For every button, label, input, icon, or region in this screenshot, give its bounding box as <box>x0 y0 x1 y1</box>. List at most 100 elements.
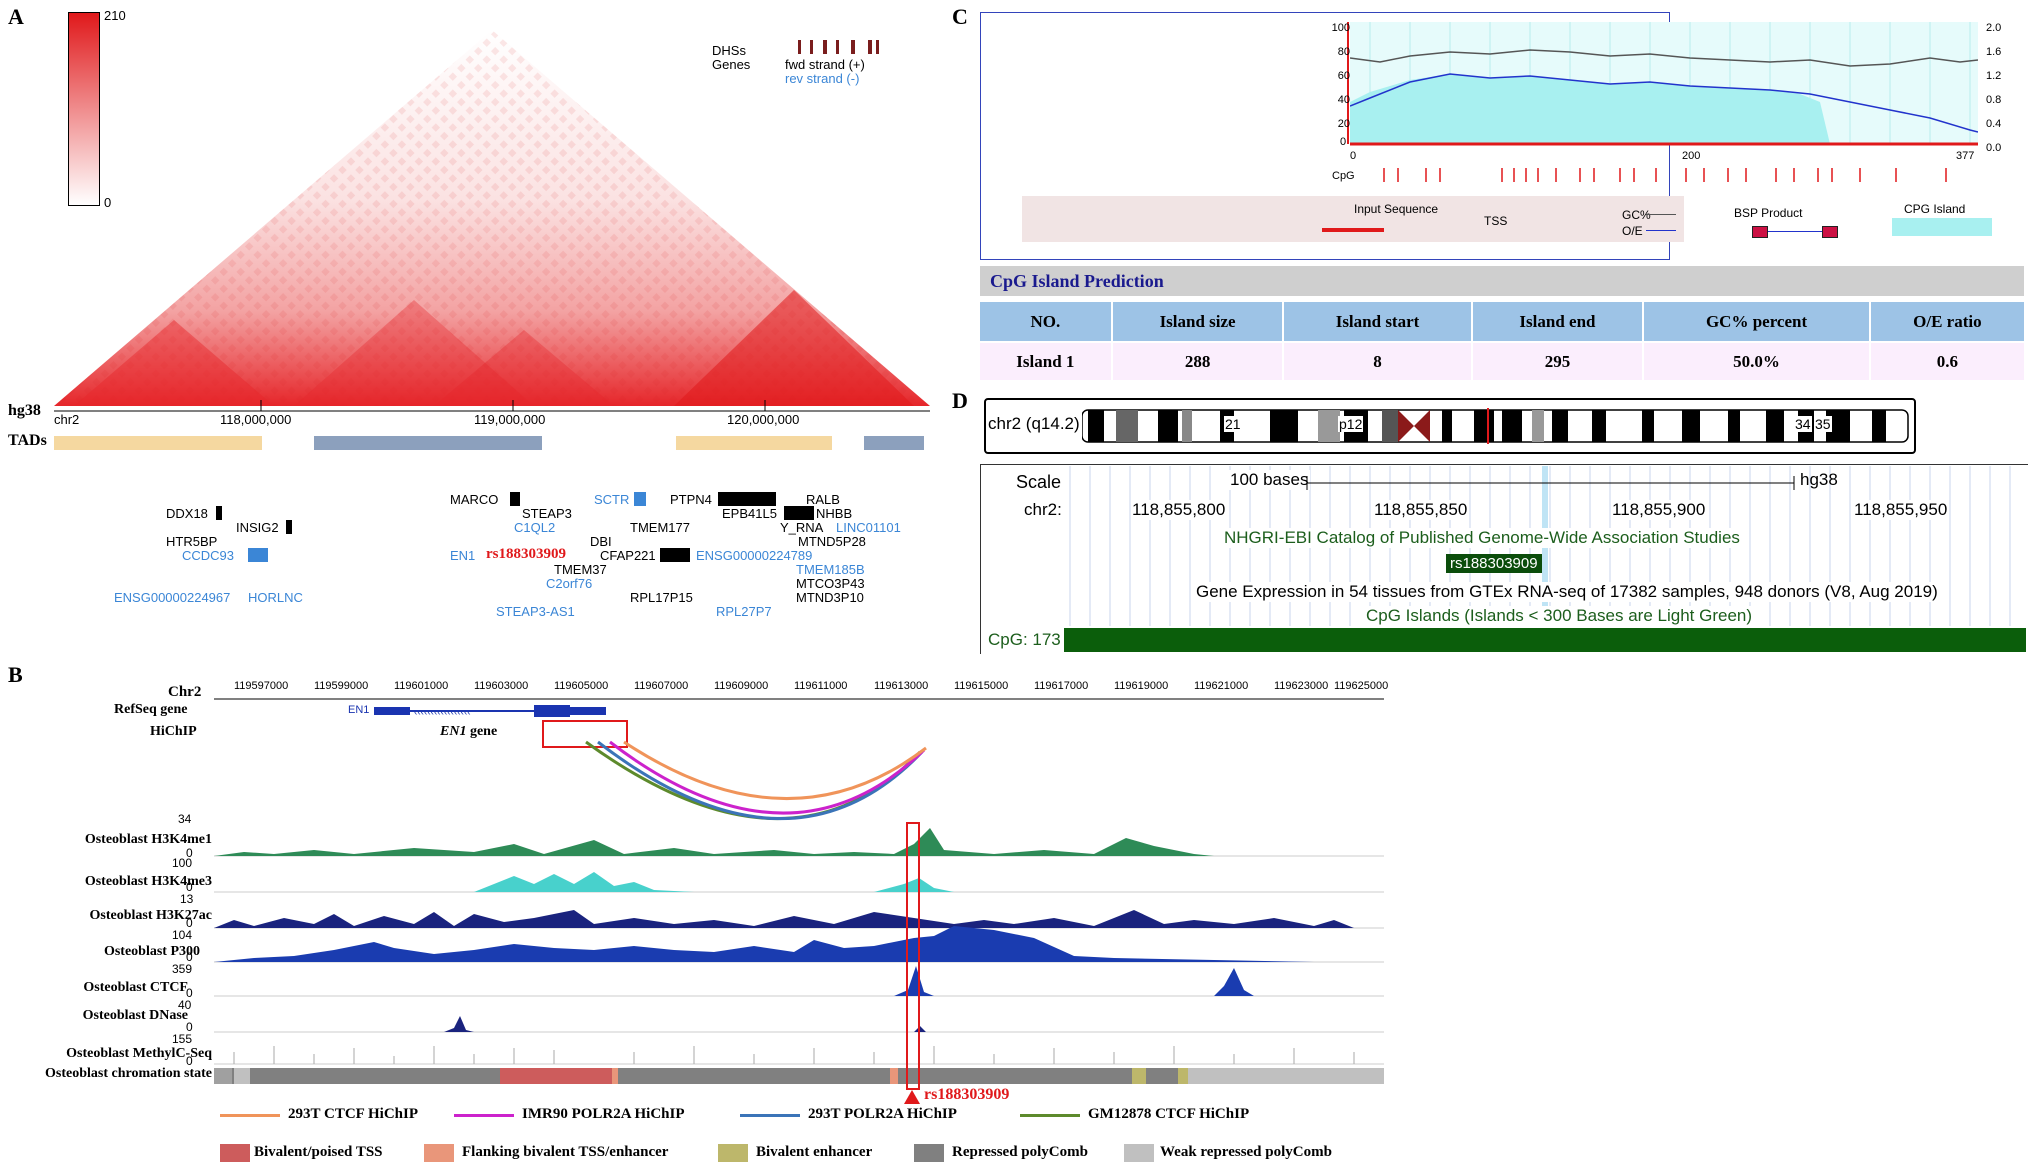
c-y-left-20: 20 <box>1337 118 1350 130</box>
tads-label: TADs <box>8 432 47 449</box>
c-y-right-16: 1.6 <box>1986 46 2002 58</box>
legend-labels: DHSs Genes <box>712 44 750 72</box>
gene-epb41l5: EPB41L5 <box>722 506 777 521</box>
gene-mtco3p43: MTCO3P43 <box>796 576 865 591</box>
strand-legend: fwd strand (+) rev strand (-) <box>785 58 865 86</box>
c-legend-island: CPG Island <box>1904 202 1966 216</box>
legend-state-4-label: Repressed polyComb <box>952 1144 1088 1160</box>
gene-insig2: INSIG2 <box>236 520 279 535</box>
ideogram-label: chr2 (q14.2) <box>988 414 1080 433</box>
b-tick-6: 119609000 <box>714 680 769 692</box>
ctcf-max: 359 <box>172 962 193 976</box>
d-gwas-title: NHGRI-EBI Catalog of Published Genome-Wi… <box>1224 528 1740 548</box>
legend-fwd: fwd strand (+) <box>785 57 865 72</box>
dnase-max: 40 <box>178 998 192 1012</box>
gene-ddx18-mark <box>216 506 222 520</box>
td-no: Island 1 <box>980 343 1111 380</box>
legend-line-1 <box>220 1114 280 1117</box>
h3k4me3-max: 100 <box>172 856 193 870</box>
th-end: Island end <box>1472 302 1643 341</box>
gene-marco: MARCO <box>450 492 499 507</box>
c-y-right-0: 0.0 <box>1986 142 2002 154</box>
legend-state-1 <box>220 1144 250 1162</box>
b-tick-2: 119601000 <box>394 680 449 692</box>
chrom-label: chr2 <box>54 412 80 427</box>
track-p300-label: Osteoblast P300 <box>103 944 200 959</box>
p300-min: 0 <box>186 950 193 964</box>
gene-en1: EN1 <box>450 548 476 563</box>
gene-insig2-mark <box>286 520 292 534</box>
b-tick-13: 119623000 <box>1274 680 1329 692</box>
legend-state-2 <box>424 1144 454 1162</box>
d-chrom-label: chr2: <box>1024 500 1062 519</box>
gene-ralb: RALB <box>806 492 840 507</box>
legend-state-4 <box>914 1144 944 1162</box>
d-cpg-bar <box>1064 628 2026 652</box>
th-oe: O/E ratio <box>1870 302 2024 341</box>
td-oe: 0.6 <box>1870 343 2024 380</box>
legend-dhss: DHSs <box>712 43 746 58</box>
gene-cfap221: CFAP221 <box>600 548 656 563</box>
d-scale-bar <box>1306 476 1795 490</box>
c-legend-gc-line <box>1646 214 1676 215</box>
track-h3k27ac-label: Osteoblast H3K27ac <box>89 908 213 923</box>
gene-nhbb: NHBB <box>816 506 853 521</box>
snp-triangle <box>904 1090 920 1104</box>
b-axis <box>214 698 1384 700</box>
panel-letter-a: A <box>8 4 24 29</box>
gene-epb41l5-mark <box>784 506 814 520</box>
c-bsp-line <box>1768 231 1822 232</box>
gene-rpl27p7: RPL27P7 <box>716 604 772 619</box>
c-cpg-label: CpG <box>1332 170 1355 182</box>
gc-axis <box>1347 22 1349 144</box>
snp-label-a: rs188303909 <box>486 546 566 562</box>
c-y-left-0: 0 <box>1340 136 1347 148</box>
en1-box-caption-suffix: gene <box>466 724 498 739</box>
colorbar-max: 210 <box>104 8 126 23</box>
legend-line-4-label: GM12878 CTCF HiChIP <box>1088 1106 1250 1122</box>
tick-118: 118,000,000 <box>220 412 292 427</box>
c-legend-input-line <box>1322 228 1384 232</box>
d-snp-box: rs188303909 <box>1446 554 1542 573</box>
b-tick-8: 119613000 <box>874 680 929 692</box>
methylc-max: 155 <box>172 1032 193 1046</box>
th-size: Island size <box>1112 302 1283 341</box>
tad-1 <box>54 436 262 450</box>
gene-ccdc93-mark <box>248 548 268 562</box>
tick-119: 119,000,000 <box>474 412 546 427</box>
c-legend-island-swatch <box>1892 218 1992 236</box>
hichip-arcs <box>585 740 927 821</box>
legend-line-3-label: 293T POLR2A HiChIP <box>808 1106 957 1122</box>
th-gc: GC% percent <box>1644 302 1869 341</box>
track-h3k4me1-label: Osteoblast H3K4me1 <box>84 832 212 847</box>
cpg-table-title: CpG Island Prediction <box>980 266 2024 296</box>
tad-3 <box>676 436 832 450</box>
gene-c1ql2: C1QL2 <box>514 520 556 535</box>
colorbar <box>68 12 100 206</box>
track-chromstate-label: Osteoblast chromation state <box>45 1066 212 1081</box>
track-methylc-label: Osteoblast MethylC-Seq <box>66 1046 212 1061</box>
tad-4 <box>864 436 924 450</box>
d-scale-value: 100 bases <box>1228 470 1311 490</box>
hic-heatmap <box>54 30 930 406</box>
b-tick-9: 119615000 <box>954 680 1009 692</box>
d-pos-950: 118,855,950 <box>1854 500 1948 520</box>
h3k4me1-max: 34 <box>178 812 192 826</box>
ideogram-frame <box>984 398 1916 454</box>
gene-sctr: SCTR <box>594 492 630 507</box>
h3k27ac-min: 0 <box>186 916 193 930</box>
ideogram <box>1082 408 1909 444</box>
panel-letter-c: C <box>952 4 968 29</box>
gene-horlnc: HORLNC <box>248 590 303 605</box>
c-legend-oe: O/E <box>1622 224 1643 238</box>
d-divider <box>980 464 2028 465</box>
d-pos-850: 118,855,850 <box>1374 500 1468 520</box>
h3k4me1-min: 0 <box>186 846 193 860</box>
th-start: Island start <box>1284 302 1471 341</box>
b-chrom: Chr2 <box>168 684 202 700</box>
legend-rev: rev strand (-) <box>785 71 860 86</box>
td-size: 288 <box>1112 343 1283 380</box>
td-end: 295 <box>1472 343 1643 380</box>
c-y-right: 2.0 1.6 1.2 0.8 0.4 0.0 <box>1986 16 2001 160</box>
tad-2 <box>314 436 542 450</box>
